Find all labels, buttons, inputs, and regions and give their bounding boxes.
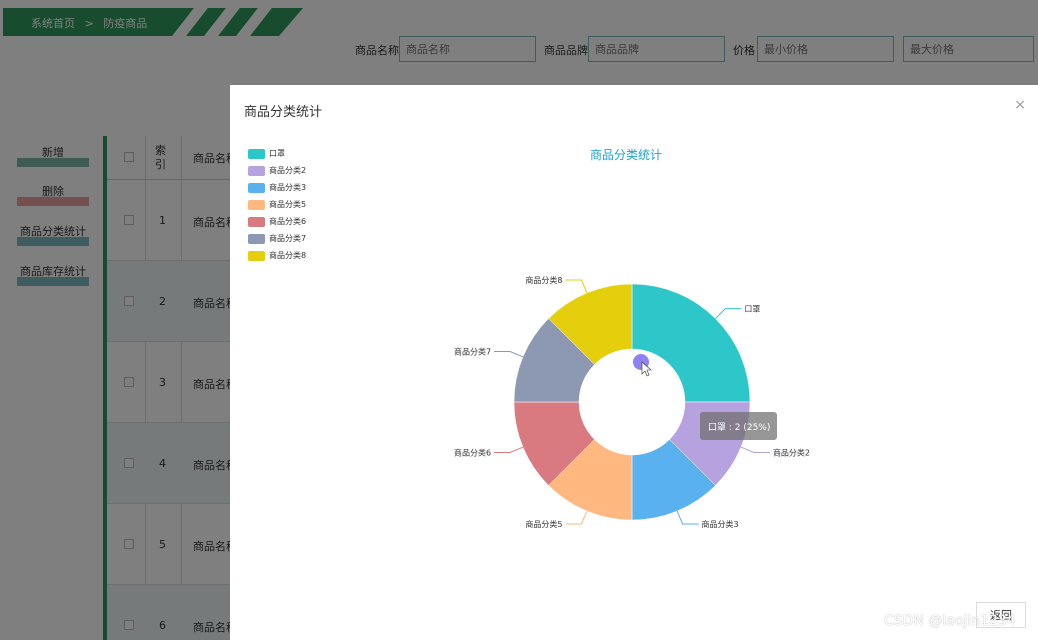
legend-item[interactable]: 商品分类7 [248,232,368,246]
legend-swatch [248,183,265,193]
slice-label: 商品分类7 [454,346,491,356]
legend-item[interactable]: 商品分类6 [248,215,368,229]
chart-tooltip: 口罩 : 2 (25%) [700,412,777,440]
label-line [494,350,524,358]
pie-slice-口罩[interactable] [631,283,751,403]
csdn-watermark: CSDN @laojin1234 [884,613,1016,629]
legend-label: 商品分类8 [269,251,307,260]
legend-label: 商品分类6 [269,217,307,226]
legend-swatch [248,234,265,244]
slice-label: 商品分类8 [525,275,562,285]
label-line [565,279,588,294]
legend-label: 商品分类7 [269,234,307,243]
label-line [740,446,770,454]
legend-item[interactable]: 商品分类5 [248,198,368,212]
close-icon[interactable]: × [1014,97,1026,113]
legend-label: 商品分类3 [269,183,307,192]
legend-swatch [248,200,265,210]
slice-label: 商品分类6 [454,448,491,458]
slice-label: 商品分类3 [702,519,739,529]
slice-label: 商品分类5 [525,519,562,529]
dialog-title: 商品分类统计 [244,105,323,120]
return-button[interactable]: 返回 [976,602,1026,628]
legend-label: 口罩 [269,149,285,158]
legend-label: 商品分类5 [269,200,307,209]
legend-item[interactable]: 商品分类2 [248,164,368,178]
chart-title: 商品分类统计 [590,148,663,162]
slice-label: 口罩 [744,305,760,314]
label-line [565,510,588,525]
tooltip-text: 口罩 : 2 (25%) [708,422,770,433]
legend-label: 商品分类2 [269,166,307,175]
slice-label: 商品分类2 [773,448,810,458]
category-stats-dialog: 商品分类统计 × 口罩 商品分类2 商品分类3 商品分类5 商品分类6 商品分类7 商品分类… [230,85,1038,640]
legend-swatch [248,217,265,227]
legend-swatch [248,149,265,159]
legend-swatch [248,251,265,261]
label-line [494,446,524,454]
mouse-cursor-icon [641,361,652,377]
pie-slice-商品分类8[interactable] [548,283,633,365]
legend-item[interactable]: 商品分类8 [248,249,368,263]
label-line [715,308,742,319]
legend-item[interactable]: 口罩 [248,147,368,161]
label-line [676,510,699,525]
legend-swatch [248,166,265,176]
legend-item[interactable]: 商品分类3 [248,181,368,195]
